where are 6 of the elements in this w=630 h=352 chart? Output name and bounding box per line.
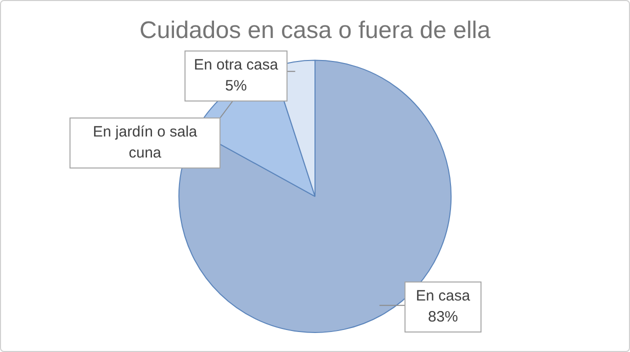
slice-label: En jardín o sala cuna [92, 124, 198, 162]
slice-label: En casa [416, 288, 471, 305]
chart-title: Cuidados en casa o fuera de ella [140, 17, 492, 44]
data-label: 5% [225, 78, 247, 95]
data-label: 83% [428, 308, 458, 326]
slice-label: En otra casa [194, 56, 279, 74]
